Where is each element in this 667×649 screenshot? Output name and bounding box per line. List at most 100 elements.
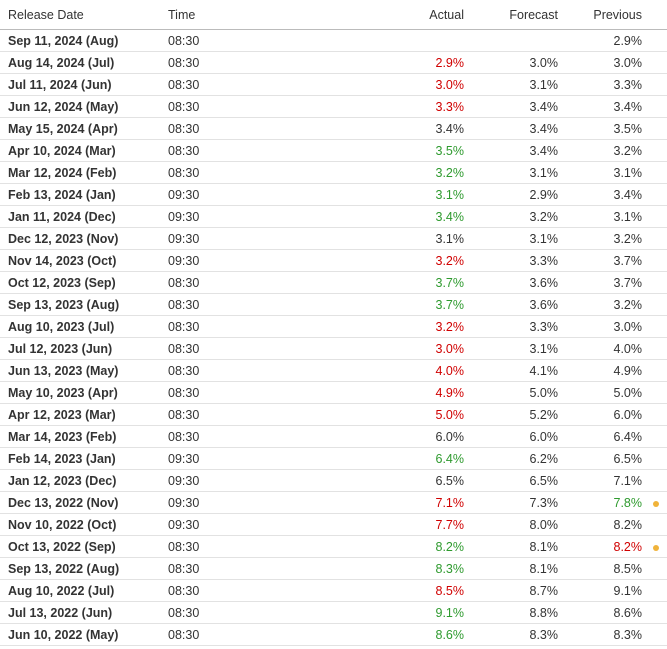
table-row: Jul 13, 2022 (Jun) 08:30 9.1% 8.8% 8.6% <box>0 601 667 624</box>
release-date-cell: Jul 11, 2024 (Jun) <box>0 73 168 96</box>
revision-flag-cell <box>642 293 667 316</box>
forecast-value-cell: 3.2% <box>464 205 558 228</box>
table-row: Dec 13, 2022 (Nov) 09:30 7.1% 7.3% 7.8% <box>0 491 667 514</box>
table-row: Jun 12, 2024 (May) 08:30 3.3% 3.4% 3.4% <box>0 95 667 118</box>
revision-flag-cell <box>642 535 667 558</box>
revised-indicator-icon[interactable] <box>653 544 659 551</box>
table-row: Jan 11, 2024 (Dec) 09:30 3.4% 3.2% 3.1% <box>0 205 667 228</box>
table-row: Apr 12, 2023 (Mar) 08:30 5.0% 5.2% 6.0% <box>0 403 667 426</box>
release-date-cell: Nov 10, 2022 (Oct) <box>0 513 168 536</box>
column-header-actual[interactable]: Actual <box>298 0 464 30</box>
previous-value-cell: 8.6% <box>558 601 642 624</box>
release-time-cell: 08:30 <box>168 557 298 580</box>
previous-value-cell: 3.0% <box>558 315 642 338</box>
column-header-time[interactable]: Time <box>168 0 298 30</box>
release-date-cell: Feb 14, 2023 (Jan) <box>0 447 168 470</box>
forecast-value-cell: 3.1% <box>464 161 558 184</box>
release-date-cell: Aug 14, 2024 (Jul) <box>0 51 168 74</box>
actual-value-cell: 7.7% <box>298 513 464 536</box>
previous-value-cell: 9.1% <box>558 579 642 602</box>
release-time-cell: 08:30 <box>168 73 298 96</box>
actual-value-cell: 6.0% <box>298 425 464 448</box>
actual-value-cell: 3.1% <box>298 183 464 206</box>
forecast-value-cell: 6.2% <box>464 447 558 470</box>
table-row: Sep 11, 2024 (Aug) 08:30 2.9% <box>0 29 667 52</box>
actual-value-cell: 3.4% <box>298 117 464 140</box>
table-body: Sep 11, 2024 (Aug) 08:30 2.9% Aug 14, 2024 … <box>0 29 667 646</box>
release-date-cell: Jun 13, 2023 (May) <box>0 359 168 382</box>
actual-value-cell: 3.1% <box>298 227 464 250</box>
revision-flag-cell <box>642 513 667 536</box>
release-time-cell: 08:30 <box>168 95 298 118</box>
actual-value-cell: 3.5% <box>298 139 464 162</box>
actual-value-cell: 8.6% <box>298 623 464 646</box>
release-time-cell: 08:30 <box>168 579 298 602</box>
column-header-previous[interactable]: Previous <box>558 0 642 30</box>
column-header-release-date[interactable]: Release Date <box>0 0 168 30</box>
release-time-cell: 09:30 <box>168 249 298 272</box>
release-time-cell: 09:30 <box>168 491 298 514</box>
revision-flag-cell <box>642 117 667 140</box>
forecast-value-cell: 3.4% <box>464 117 558 140</box>
column-header-forecast[interactable]: Forecast <box>464 0 558 30</box>
forecast-value-cell: 4.1% <box>464 359 558 382</box>
release-date-cell: Sep 13, 2022 (Aug) <box>0 557 168 580</box>
revision-flag-cell <box>642 139 667 162</box>
release-time-cell: 08:30 <box>168 535 298 558</box>
actual-value-cell: 5.0% <box>298 403 464 426</box>
release-date-cell: Sep 11, 2024 (Aug) <box>0 29 168 52</box>
revision-flag-cell <box>642 73 667 96</box>
revision-flag-cell <box>642 447 667 470</box>
release-time-cell: 09:30 <box>168 183 298 206</box>
actual-value-cell: 3.2% <box>298 315 464 338</box>
previous-value-cell: 4.9% <box>558 359 642 382</box>
revision-flag-cell <box>642 183 667 206</box>
table-row: Jun 10, 2022 (May) 08:30 8.6% 8.3% 8.3% <box>0 623 667 646</box>
previous-value-cell: 6.0% <box>558 403 642 426</box>
release-date-cell: Jul 12, 2023 (Jun) <box>0 337 168 360</box>
forecast-value-cell: 8.1% <box>464 557 558 580</box>
release-date-cell: Jan 12, 2023 (Dec) <box>0 469 168 492</box>
release-time-cell: 08:30 <box>168 117 298 140</box>
actual-value-cell: 3.7% <box>298 293 464 316</box>
forecast-value-cell: 8.7% <box>464 579 558 602</box>
release-time-cell: 08:30 <box>168 29 298 52</box>
release-date-cell: Jun 10, 2022 (May) <box>0 623 168 646</box>
previous-value-cell: 3.7% <box>558 249 642 272</box>
forecast-value-cell: 8.1% <box>464 535 558 558</box>
actual-value-cell: 4.9% <box>298 381 464 404</box>
revised-indicator-icon[interactable] <box>653 500 659 507</box>
actual-value-cell: 3.4% <box>298 205 464 228</box>
revision-flag-cell <box>642 381 667 404</box>
table-row: Mar 12, 2024 (Feb) 08:30 3.2% 3.1% 3.1% <box>0 161 667 184</box>
forecast-value-cell: 2.9% <box>464 183 558 206</box>
column-header-flag <box>642 0 667 30</box>
release-date-cell: Mar 14, 2023 (Feb) <box>0 425 168 448</box>
release-date-cell: Dec 13, 2022 (Nov) <box>0 491 168 514</box>
release-date-cell: Oct 12, 2023 (Sep) <box>0 271 168 294</box>
forecast-value-cell: 3.1% <box>464 73 558 96</box>
table-row: Jan 12, 2023 (Dec) 09:30 6.5% 6.5% 7.1% <box>0 469 667 492</box>
forecast-value-cell: 3.6% <box>464 293 558 316</box>
revision-flag-cell <box>642 161 667 184</box>
release-time-cell: 08:30 <box>168 161 298 184</box>
forecast-value-cell <box>464 29 558 52</box>
forecast-value-cell: 5.2% <box>464 403 558 426</box>
release-time-cell: 09:30 <box>168 227 298 250</box>
release-date-cell: Jun 12, 2024 (May) <box>0 95 168 118</box>
release-date-cell: May 15, 2024 (Apr) <box>0 117 168 140</box>
forecast-value-cell: 7.3% <box>464 491 558 514</box>
previous-value-cell: 3.5% <box>558 117 642 140</box>
revision-flag-cell <box>642 271 667 294</box>
previous-value-cell: 5.0% <box>558 381 642 404</box>
actual-value-cell: 3.3% <box>298 95 464 118</box>
table-row: Jul 11, 2024 (Jun) 08:30 3.0% 3.1% 3.3% <box>0 73 667 96</box>
previous-value-cell: 7.1% <box>558 469 642 492</box>
release-time-cell: 08:30 <box>168 601 298 624</box>
forecast-value-cell: 3.1% <box>464 227 558 250</box>
forecast-value-cell: 3.4% <box>464 95 558 118</box>
previous-value-cell: 4.0% <box>558 337 642 360</box>
revision-flag-cell <box>642 337 667 360</box>
release-time-cell: 09:30 <box>168 447 298 470</box>
